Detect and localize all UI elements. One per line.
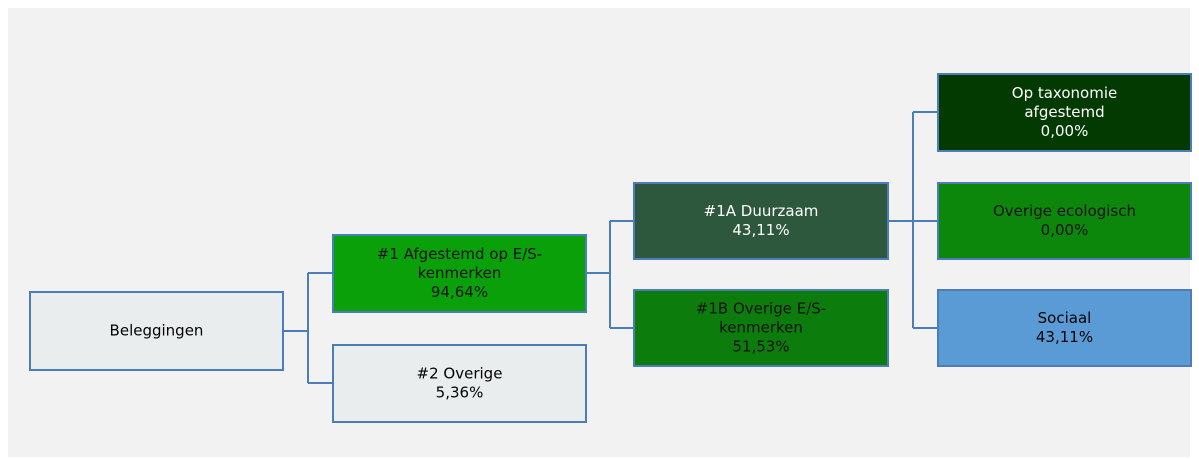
node-box xyxy=(937,73,1192,152)
node-label: #1A Duurzaam xyxy=(704,202,819,220)
node-box xyxy=(332,234,587,313)
node-value: 43,11% xyxy=(732,221,789,239)
node-label: kenmerken xyxy=(719,319,803,337)
node-value: 5,36% xyxy=(436,384,484,402)
node-box xyxy=(633,289,889,367)
node-label: kenmerken xyxy=(418,264,502,282)
node-label: #1 Afgestemd op E/S- xyxy=(377,245,542,263)
node-label: afgestemd xyxy=(1024,103,1104,121)
node-value: 0,00% xyxy=(1041,221,1089,239)
node-label: #1B Overige E/S- xyxy=(696,300,826,318)
node-box xyxy=(937,289,1192,367)
node-label: Op taxonomie xyxy=(1012,84,1117,102)
node-label: Beleggingen xyxy=(110,322,204,340)
node-label: Sociaal xyxy=(1038,309,1092,327)
connector xyxy=(888,111,938,329)
node-value: 0,00% xyxy=(1041,122,1089,140)
node-box xyxy=(29,291,284,371)
node-box xyxy=(332,344,587,423)
node-label: Overige ecologisch xyxy=(993,202,1136,220)
connector xyxy=(283,272,333,384)
node-value: 94,64% xyxy=(431,283,488,301)
connector xyxy=(586,220,634,329)
node-box xyxy=(937,182,1192,260)
node-label: #2 Overige xyxy=(417,365,503,383)
node-value: 43,11% xyxy=(1036,328,1093,346)
node-value: 51,53% xyxy=(732,338,789,356)
node-box xyxy=(633,182,889,260)
